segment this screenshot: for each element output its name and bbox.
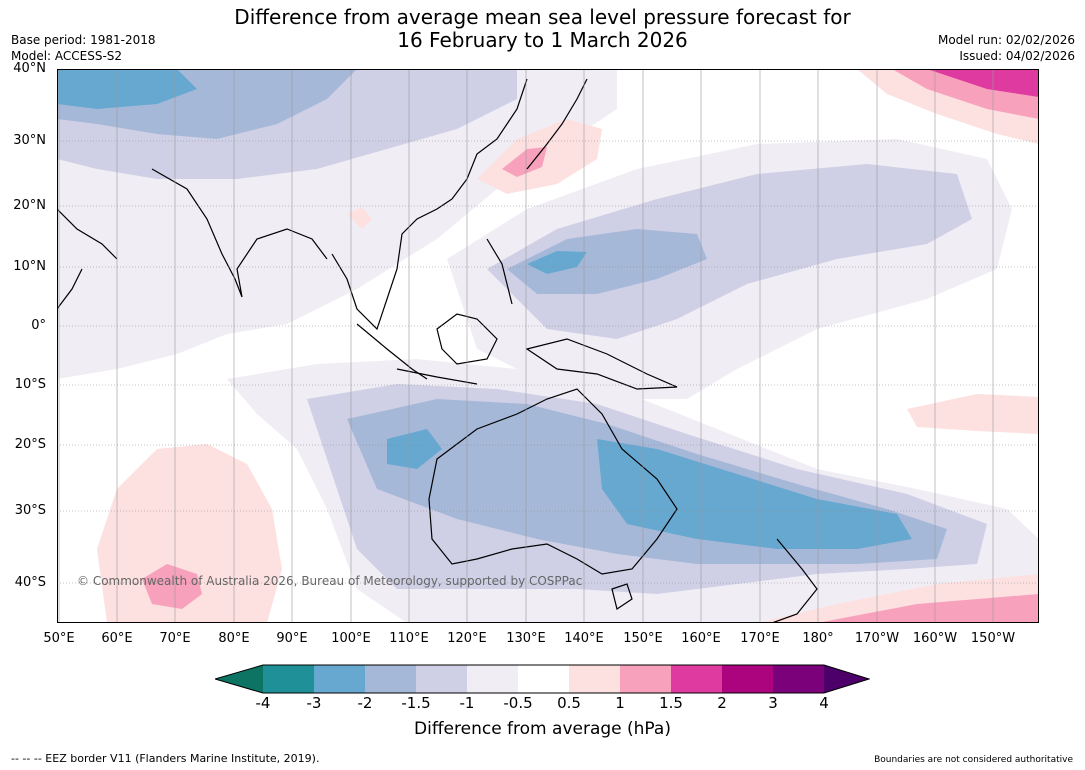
colorbar-segment-1 xyxy=(263,665,314,693)
colorbar-tick-10: 3 xyxy=(768,694,778,712)
title-line-2: 16 February to 1 March 2026 xyxy=(397,28,688,52)
colorbar-tick-0: -4 xyxy=(255,694,271,712)
lon-label-150w: 150°W xyxy=(970,631,1016,646)
coastline-borneo xyxy=(436,313,498,365)
lon-label-170w: 170°W xyxy=(854,631,900,646)
lon-label-60e: 60°E xyxy=(101,631,133,646)
lon-label-160e: 160°E xyxy=(681,631,721,646)
colorbar-tick-3: -1.5 xyxy=(401,694,431,712)
lon-label-90e: 90°E xyxy=(276,631,308,646)
coastline-australia xyxy=(428,388,678,575)
colorbar-segment-10 xyxy=(722,665,773,693)
colorbar-tick-6: 0.5 xyxy=(557,694,581,712)
eez-border-note: -- -- -- EEZ border V11 (Flanders Marine… xyxy=(11,752,320,765)
colorbar-segment-7 xyxy=(569,665,620,693)
lon-label-180: 180° xyxy=(802,631,834,646)
lat-label-20n: 20°N xyxy=(13,198,46,213)
boundaries-disclaimer: Boundaries are not considered authoritat… xyxy=(874,755,1073,765)
lat-label-40s: 40°S xyxy=(14,575,46,590)
lon-label-100e: 100°E xyxy=(331,631,371,646)
model-run: Model run: 02/02/2026 xyxy=(937,33,1075,47)
colorbar-tick-4: -1 xyxy=(459,694,475,712)
meta-right: Model run: 02/02/2026 Issued: 04/02/2026 xyxy=(938,32,1075,64)
colorbar-segment-6 xyxy=(518,665,569,693)
model-name: Model: ACCESS-S2 xyxy=(11,49,123,63)
coastline-tasmania xyxy=(611,583,633,610)
lat-label-40n: 40°N xyxy=(13,61,46,76)
colorbar-segment-2 xyxy=(314,665,365,693)
lat-label-10n: 10°N xyxy=(13,259,46,274)
meridians xyxy=(58,69,994,623)
contour-negative-strong-tasman xyxy=(597,439,912,549)
colorbar-tick-5: -0.5 xyxy=(503,694,533,712)
colorbar-tick-11: 4 xyxy=(819,694,829,712)
coastline-new-guinea xyxy=(525,338,678,390)
colorbar-title: Difference from average (hPa) xyxy=(414,719,671,739)
contour-negative-strong-indian xyxy=(387,429,442,469)
colorbar-segment-12 xyxy=(824,665,869,693)
lat-label-20s: 20°S xyxy=(14,437,46,452)
contour-negative-mid-pacific xyxy=(507,229,707,294)
colorbar-segment-9 xyxy=(671,665,722,693)
colorbar-tick-7: 1 xyxy=(615,694,625,712)
coastline-arabia xyxy=(57,208,118,260)
contour-positive-southern-core xyxy=(817,594,1039,623)
lat-label-30s: 30°S xyxy=(14,503,46,518)
map-frame xyxy=(57,69,1039,623)
coastline-africa xyxy=(57,268,83,310)
base-period: Base period: 1981-2018 xyxy=(11,33,156,47)
contour-negative-light-pacific xyxy=(487,164,972,339)
colorbar-segment-4 xyxy=(416,665,467,693)
coastline-new-zealand xyxy=(771,538,818,623)
contour-negative-strong-asia xyxy=(57,69,197,109)
map-panel xyxy=(57,69,1039,623)
coastline-india xyxy=(151,168,328,298)
lon-label-130e: 130°E xyxy=(506,631,546,646)
lon-label-170e: 170°E xyxy=(740,631,780,646)
colorbar-tick-9: 2 xyxy=(717,694,727,712)
title-line-1: Difference from average mean sea level p… xyxy=(234,5,851,29)
contour-positive-indian-core xyxy=(142,564,202,609)
colorbar xyxy=(215,664,870,694)
coastline-japan xyxy=(526,78,588,170)
issued-date: Issued: 04/02/2026 xyxy=(959,49,1075,63)
lon-label-140e: 140°E xyxy=(564,631,604,646)
coastline-java xyxy=(396,368,478,385)
colorbar-tick-8: 1.5 xyxy=(659,694,683,712)
contour-positive-nepac-core xyxy=(927,69,1039,97)
lon-label-80e: 80°E xyxy=(218,631,250,646)
meta-left: Base period: 1981-2018 Model: ACCESS-S2 xyxy=(11,32,156,64)
lon-label-50e: 50°E xyxy=(43,631,75,646)
lat-label-30n: 30°N xyxy=(13,133,46,148)
colorbar-segment-5 xyxy=(467,665,518,693)
lon-label-160w: 160°W xyxy=(912,631,958,646)
lon-label-120e: 120°E xyxy=(447,631,487,646)
copyright-notice: © Commonwealth of Australia 2026, Bureau… xyxy=(77,574,583,588)
lon-label-150e: 150°E xyxy=(623,631,663,646)
contour-positive-indochina xyxy=(347,207,372,229)
colorbar-segment-3 xyxy=(365,665,416,693)
colorbar-tick-1: -3 xyxy=(306,694,322,712)
colorbar-tick-2: -2 xyxy=(357,694,373,712)
colorbar-segment-8 xyxy=(620,665,671,693)
coastline-philippines xyxy=(486,238,513,305)
colorbar-segment-11 xyxy=(773,665,824,693)
contour-negative-strong-pacific xyxy=(527,251,587,274)
coastlines xyxy=(57,78,818,623)
lat-label-10s: 10°S xyxy=(14,377,46,392)
lon-label-110e: 110°E xyxy=(389,631,429,646)
contour-positive-central-pacific xyxy=(907,394,1039,434)
coastline-indochina xyxy=(331,198,453,331)
pressure-anomaly-map xyxy=(57,69,1039,623)
contour-positive-japan-core xyxy=(502,147,547,177)
lat-label-0: 0° xyxy=(31,318,46,333)
colorbar-outline xyxy=(215,664,870,694)
colorbar-segment-0 xyxy=(215,665,263,693)
coastline-china xyxy=(451,78,528,200)
lon-label-70e: 70°E xyxy=(159,631,191,646)
